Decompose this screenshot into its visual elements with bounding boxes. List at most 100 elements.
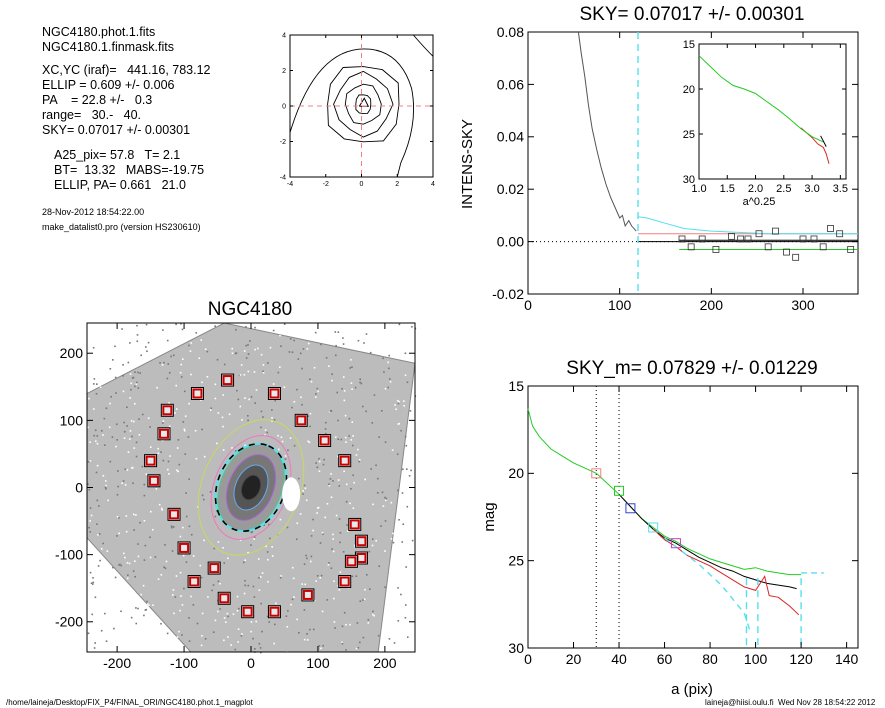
noise-dot <box>143 494 146 497</box>
noise-dot <box>149 510 152 513</box>
mask-square <box>192 388 203 399</box>
noise-dot <box>145 608 148 611</box>
galaxy-x-label: 100 <box>306 655 330 671</box>
noise-dot <box>265 545 267 548</box>
noise-dot <box>162 329 164 331</box>
noise-dot <box>222 547 224 549</box>
noise-dot <box>235 328 237 331</box>
noise-dot <box>372 613 374 616</box>
noise-dot <box>113 627 115 630</box>
noise-dot <box>185 492 187 494</box>
noise-dot <box>390 501 393 504</box>
noise-dot <box>414 371 417 374</box>
noise-dot <box>253 538 255 540</box>
noise-dot <box>332 550 335 553</box>
noise-dot <box>312 518 314 521</box>
noise-dot <box>235 352 238 354</box>
noise-dot <box>132 420 135 423</box>
noise-dot <box>104 480 107 482</box>
sky-series-0 <box>577 31 637 232</box>
sky-square <box>687 243 695 251</box>
noise-dot <box>240 635 243 637</box>
noise-dot <box>116 535 118 537</box>
noise-dot <box>246 414 249 417</box>
noise-dot <box>148 613 151 616</box>
inset-x-label: 2.5 <box>776 183 791 195</box>
noise-dot <box>90 514 93 517</box>
noise-dot <box>163 361 165 364</box>
noise-dot <box>405 350 408 352</box>
sky-y-label: 0.00 <box>497 234 524 250</box>
noise-dot <box>108 625 111 627</box>
sky-square <box>678 235 686 243</box>
noise-dot <box>384 586 386 589</box>
noise-dot <box>318 645 321 647</box>
info-xcyc: XC,YC (iraf)= 441.16, 783.12 <box>42 63 211 77</box>
noise-dot <box>145 473 148 476</box>
noise-dot <box>244 444 246 447</box>
noise-dot <box>92 584 94 587</box>
noise-dot <box>199 564 202 567</box>
noise-dot <box>316 466 319 469</box>
noise-dot <box>364 588 366 591</box>
noise-dot <box>351 575 354 578</box>
noise-dot <box>371 422 374 424</box>
noise-dot <box>357 339 360 342</box>
noise-dot <box>400 429 402 432</box>
noise-dot <box>404 616 407 619</box>
noise-dot <box>187 436 190 438</box>
noise-dot <box>247 551 249 554</box>
noise-dot <box>96 499 99 502</box>
sky-y-label: 0.08 <box>497 24 524 40</box>
noise-dot <box>315 462 317 464</box>
noise-dot <box>134 402 136 405</box>
footer-path: /home/laineja/Desktop/FIX_P4/FINAL_ORI/N… <box>6 698 253 707</box>
noise-dot <box>398 323 401 326</box>
noise-dot <box>177 470 179 473</box>
noise-dot <box>183 429 186 432</box>
noise-dot <box>132 482 134 485</box>
noise-dot <box>146 600 148 603</box>
noise-dot <box>213 547 216 550</box>
noise-dot <box>105 484 107 487</box>
sky-square <box>810 235 818 243</box>
noise-dot <box>182 554 185 557</box>
noise-dot <box>130 388 132 391</box>
noise-dot <box>277 434 279 437</box>
noise-dot <box>352 444 354 447</box>
contour-x-label: -4 <box>287 181 293 188</box>
noise-dot <box>87 460 90 463</box>
noise-dot <box>230 644 232 646</box>
noise-dot <box>396 399 399 402</box>
noise-dot <box>327 563 330 566</box>
noise-dot <box>239 539 242 541</box>
noise-dot <box>128 326 131 329</box>
noise-dot <box>373 394 376 396</box>
noise-dot <box>334 331 337 333</box>
noise-dot <box>89 571 92 574</box>
noise-dot <box>268 621 271 623</box>
noise-dot <box>120 610 122 613</box>
noise-dot <box>401 492 404 494</box>
noise-dot <box>376 477 379 480</box>
noise-dot <box>346 524 348 526</box>
noise-dot <box>264 434 266 436</box>
noise-dot <box>343 470 345 473</box>
noise-dot <box>264 429 267 431</box>
noise-dot <box>305 499 308 502</box>
sky-y-label: -0.02 <box>492 286 524 302</box>
noise-dot <box>179 535 182 538</box>
noise-dot <box>232 613 235 615</box>
noise-dot <box>147 417 150 419</box>
noise-dot <box>176 447 179 449</box>
noise-dot <box>403 400 405 402</box>
noise-dot <box>328 410 331 413</box>
noise-dot <box>94 642 96 644</box>
noise-dot <box>271 546 273 548</box>
noise-dot <box>274 399 277 402</box>
noise-dot <box>168 402 170 404</box>
noise-dot <box>349 367 351 369</box>
noise-dot <box>304 583 307 586</box>
noise-dot <box>118 516 120 519</box>
noise-dot <box>250 621 253 623</box>
